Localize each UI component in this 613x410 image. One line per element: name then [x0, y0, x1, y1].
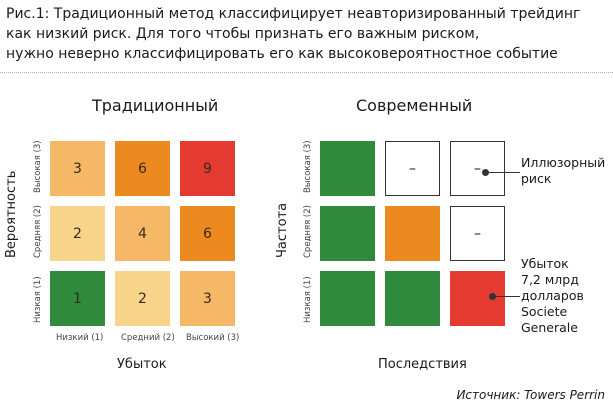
traditional-y-tick-1: Высокая (3) [33, 139, 43, 193]
caption-line-3: нужно неверно классифицировать его как в… [6, 46, 558, 62]
traditional-cell-r2-c2: 4 [115, 206, 170, 261]
modern-cell-r1-c3: – [450, 141, 505, 196]
traditional-y-axis-label: Вероятность [4, 170, 19, 258]
caption-line-1: Рис.1: Традиционный метод классифицирует… [6, 6, 581, 22]
traditional-cell-r2-c1: 2 [50, 206, 105, 261]
loss-note-line-2: 7,2 млрд [521, 272, 579, 287]
traditional-title: Традиционный [92, 96, 219, 115]
traditional-cell-r1-c2: 6 [115, 141, 170, 196]
modern-y-tick-1: Высокая (3) [303, 139, 313, 193]
loss-marker [489, 293, 496, 300]
traditional-cell-r1-c3: 9 [180, 141, 235, 196]
modern-y-tick-2: Средняя (2) [303, 204, 313, 258]
modern-y-axis-label: Частота [275, 202, 290, 258]
traditional-cell-r3-c2: 2 [115, 271, 170, 326]
figure-caption: Рис.1: Традиционный метод классифицирует… [6, 4, 610, 64]
illusory-risk-connector [486, 172, 520, 173]
traditional-x-tick-1: Низкий (1) [56, 333, 104, 343]
loss-connector [493, 296, 520, 297]
modern-y-tick-3: Низкая (1) [303, 275, 313, 323]
traditional-cell-r3-c1: 1 [50, 271, 105, 326]
traditional-x-axis-label: Убыток [117, 357, 167, 372]
traditional-y-tick-3: Низкая (1) [33, 275, 43, 323]
source-note: Источник: Towers Perrin [456, 388, 605, 402]
traditional-y-tick-2: Средняя (2) [33, 204, 43, 258]
modern-cell-r3-c1 [320, 271, 375, 326]
modern-cell-r2-c2 [385, 206, 440, 261]
modern-matrix: – – – [320, 141, 506, 327]
modern-title: Современный [356, 96, 473, 115]
modern-cell-r3-c2 [385, 271, 440, 326]
traditional-x-tick-3: Высокий (3) [186, 333, 240, 343]
loss-note-line-1: Убыток [521, 256, 569, 271]
loss-note-line-4: Societe [521, 304, 568, 319]
loss-note: Убыток 7,2 млрд долларов Societe General… [521, 256, 584, 336]
modern-cell-r2-c1 [320, 206, 375, 261]
illusory-note-line-1: Иллюзорный [521, 155, 606, 170]
loss-note-line-3: долларов [521, 288, 584, 303]
traditional-cell-r3-c3: 3 [180, 271, 235, 326]
illusory-note-line-2: риск [521, 171, 552, 186]
modern-cell-r1-c2: – [385, 141, 440, 196]
illusory-risk-marker [482, 169, 489, 176]
caption-line-2: как низкий риск. Для того чтобы признать… [6, 26, 480, 42]
header-divider [0, 72, 613, 73]
traditional-cell-r2-c3: 6 [180, 206, 235, 261]
modern-cell-r3-c3 [450, 271, 505, 326]
illusory-risk-note: Иллюзорный риск [521, 155, 605, 187]
modern-cell-r1-c1 [320, 141, 375, 196]
traditional-cell-r1-c1: 3 [50, 141, 105, 196]
loss-note-line-5: Generale [521, 320, 578, 335]
modern-cell-r2-c3: – [450, 206, 505, 261]
traditional-x-tick-2: Средний (2) [121, 333, 175, 343]
modern-x-axis-label: Последствия [378, 357, 467, 372]
